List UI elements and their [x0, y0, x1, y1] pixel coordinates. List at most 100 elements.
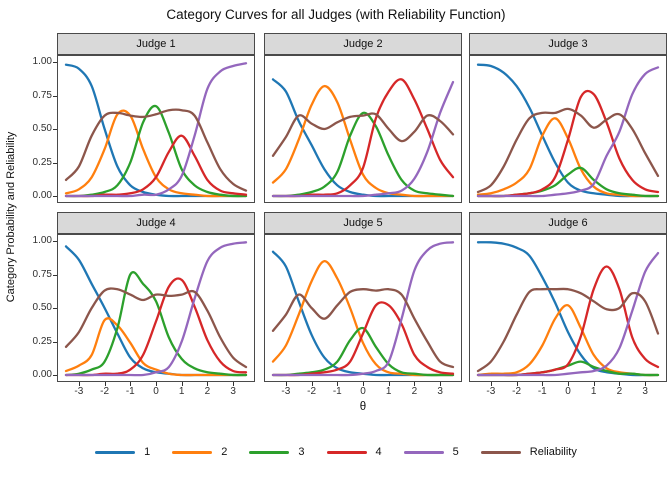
- curve-2: [476, 117, 660, 198]
- facet-judge-5: Judge 5 -3 -2 -1 0 1 2 3: [264, 212, 462, 397]
- legend-line-4: [326, 450, 367, 454]
- legend-line-5: [403, 450, 444, 454]
- panel-plot: [57, 234, 255, 382]
- facet-strip: Judge 5: [264, 212, 462, 234]
- legend-item-reliability: Reliability: [480, 446, 577, 458]
- x-tick-label: -2: [512, 386, 522, 397]
- x-tick-label: 3: [230, 386, 236, 397]
- x-tick-label: 0: [565, 386, 571, 397]
- curve-reliability: [476, 107, 660, 194]
- panel-curves: [64, 62, 248, 198]
- strip-label: Judge 2: [343, 38, 383, 50]
- facet-strip: Judge 3: [469, 33, 667, 55]
- y-tick-mark: [53, 196, 57, 197]
- y-tick-mark: [53, 274, 57, 276]
- curve-5: [271, 80, 455, 198]
- x-tick-label: -2: [307, 386, 317, 397]
- x-tick-label: 0: [153, 386, 159, 397]
- curve-4: [476, 265, 660, 377]
- y-tick-label: 0.00: [32, 369, 52, 380]
- x-tick-mark: [156, 382, 157, 386]
- curve-5: [64, 241, 248, 377]
- curve-5: [64, 62, 248, 198]
- curve-3: [64, 104, 248, 198]
- curve-1: [476, 63, 660, 198]
- x-tick-mark: [181, 382, 183, 386]
- y-tick-label: 0.00: [32, 190, 52, 201]
- panel-plot: [469, 55, 667, 203]
- y-tick-mark: [53, 129, 57, 130]
- curve-reliability: [64, 108, 248, 192]
- panel-curves: [271, 241, 455, 377]
- strip-label: Judge 1: [136, 38, 176, 50]
- x-tick-mark: [440, 382, 442, 386]
- x-tick-mark: [593, 382, 595, 386]
- legend-line-1: [95, 450, 136, 454]
- y-tick-mark: [53, 308, 57, 309]
- x-tick-label: 2: [616, 386, 623, 397]
- curve-1: [476, 241, 660, 377]
- y-tick-mark: [53, 62, 57, 63]
- y-tick-label: 1.00: [32, 235, 52, 246]
- y-tick-label: 0.75: [32, 268, 52, 280]
- strip-label: Judge 3: [548, 38, 588, 50]
- legend-label-5: 5: [452, 446, 459, 458]
- x-tick-label: 1: [590, 386, 597, 397]
- x-tick-label: -1: [125, 386, 135, 397]
- panel-plot: [264, 234, 462, 382]
- y-tick-label: 0.50: [32, 123, 52, 134]
- panel-curves: [64, 241, 248, 377]
- facet-judge-2: Judge 2: [264, 33, 462, 203]
- x-tick-mark: [516, 382, 518, 386]
- facet-strip: Judge 1: [57, 33, 255, 55]
- legend-label-4: 4: [375, 446, 382, 458]
- x-tick-label: -3: [486, 386, 496, 397]
- y-tick-label: 0.25: [32, 156, 52, 168]
- x-tick-mark: [363, 382, 364, 386]
- x-axis-title: θ: [359, 401, 367, 413]
- y-tick-label: 0.50: [32, 302, 52, 313]
- panel-plot: [469, 234, 667, 382]
- facet-judge-1: Judge 1 1.00 0.75 0.50 0.25 0.00: [33, 33, 255, 203]
- x-tick-label: -3: [281, 386, 291, 397]
- legend: 1 2 3 4 5 Reliability: [0, 446, 672, 458]
- legend-label-reliability: Reliability: [529, 446, 577, 458]
- x-tick-mark: [285, 382, 287, 386]
- curve-reliability: [64, 287, 248, 369]
- panel-curves: [271, 78, 455, 198]
- curve-5: [271, 241, 455, 377]
- x-tick-label: -3: [74, 386, 84, 397]
- curve-3: [271, 111, 455, 198]
- curve-3: [64, 271, 248, 377]
- curve-2: [64, 317, 248, 377]
- x-tick-label: 1: [385, 386, 392, 397]
- facet-strip: Judge 4: [57, 212, 255, 234]
- legend-line-reliability: [480, 450, 521, 454]
- strip-label: Judge 4: [136, 217, 176, 229]
- x-tick-mark: [619, 382, 621, 386]
- x-tick-mark: [645, 382, 647, 386]
- x-tick-mark: [568, 382, 569, 386]
- curve-4: [476, 89, 660, 198]
- curve-3: [271, 326, 455, 377]
- y-tick-mark: [53, 341, 57, 343]
- facet-judge-3: Judge 3: [469, 33, 667, 203]
- x-tick-mark: [388, 382, 390, 386]
- legend-line-2: [172, 450, 213, 454]
- x-tick-label: -1: [537, 386, 547, 397]
- curve-1: [64, 245, 248, 377]
- legend-label-2: 2: [221, 446, 228, 458]
- panel-curves: [476, 241, 660, 377]
- panel-plot: [264, 55, 462, 203]
- chart-title: Category Curves for all Judges (with Rel…: [166, 7, 506, 22]
- x-tick-mark: [78, 382, 80, 386]
- x-tick-label: 3: [437, 386, 443, 397]
- legend-line-3: [249, 450, 290, 454]
- x-tick-label: 3: [642, 386, 648, 397]
- legend-item-4: 4: [326, 446, 382, 458]
- x-tick-mark: [414, 382, 416, 386]
- curve-reliability: [271, 112, 455, 157]
- panel-plot: [57, 55, 255, 203]
- y-tick-label: 1.00: [32, 56, 52, 67]
